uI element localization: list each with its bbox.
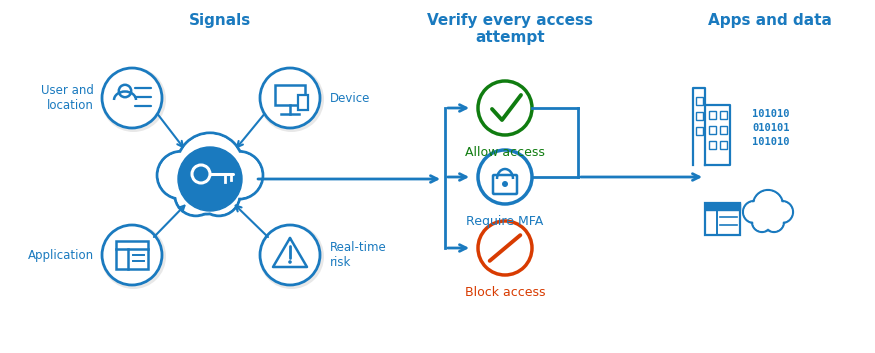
Circle shape bbox=[764, 212, 784, 232]
Circle shape bbox=[176, 175, 216, 214]
Circle shape bbox=[745, 202, 764, 222]
Circle shape bbox=[198, 173, 240, 216]
Circle shape bbox=[187, 175, 226, 214]
Text: Require MFA: Require MFA bbox=[466, 215, 543, 228]
Circle shape bbox=[158, 153, 203, 198]
FancyBboxPatch shape bbox=[705, 203, 740, 210]
Circle shape bbox=[771, 201, 793, 223]
Circle shape bbox=[217, 153, 262, 198]
Circle shape bbox=[260, 225, 320, 285]
Text: Block access: Block access bbox=[465, 286, 545, 299]
Text: User and
location: User and location bbox=[41, 84, 94, 112]
Circle shape bbox=[753, 190, 783, 220]
Circle shape bbox=[177, 133, 243, 200]
Circle shape bbox=[178, 147, 242, 211]
Circle shape bbox=[102, 68, 162, 128]
Circle shape bbox=[158, 151, 205, 199]
Circle shape bbox=[259, 67, 324, 132]
Circle shape bbox=[102, 225, 162, 285]
Circle shape bbox=[754, 191, 781, 219]
Text: Real-time
risk: Real-time risk bbox=[330, 241, 387, 269]
Circle shape bbox=[502, 181, 508, 187]
Circle shape bbox=[743, 201, 765, 223]
Text: Signals: Signals bbox=[189, 13, 251, 28]
Text: Device: Device bbox=[330, 91, 370, 104]
Circle shape bbox=[766, 213, 783, 231]
Circle shape bbox=[773, 202, 792, 222]
Text: 101010
010101
101010: 101010 010101 101010 bbox=[752, 109, 789, 147]
Circle shape bbox=[260, 68, 320, 128]
Text: Verify every access
attempt: Verify every access attempt bbox=[427, 13, 593, 46]
Circle shape bbox=[215, 151, 262, 199]
Circle shape bbox=[178, 134, 242, 199]
Circle shape bbox=[259, 224, 324, 289]
Circle shape bbox=[101, 67, 166, 132]
Circle shape bbox=[188, 176, 225, 213]
Circle shape bbox=[199, 175, 239, 214]
Text: Application: Application bbox=[28, 249, 94, 262]
Circle shape bbox=[753, 213, 771, 231]
Text: Apps and data: Apps and data bbox=[708, 13, 832, 28]
Circle shape bbox=[752, 212, 772, 232]
Circle shape bbox=[101, 224, 166, 289]
FancyBboxPatch shape bbox=[298, 95, 308, 110]
Circle shape bbox=[175, 173, 217, 216]
Circle shape bbox=[288, 260, 291, 264]
Text: Allow access: Allow access bbox=[466, 146, 545, 159]
